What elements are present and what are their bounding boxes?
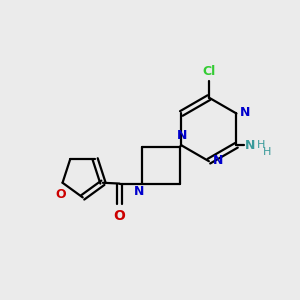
Text: Cl: Cl [202,65,215,78]
Text: N: N [213,154,223,166]
Text: O: O [114,209,125,224]
Text: N: N [245,139,256,152]
Text: H: H [256,140,265,150]
Text: N: N [240,106,250,119]
Text: O: O [56,188,66,201]
Text: H: H [263,147,271,157]
Text: N: N [177,129,188,142]
Text: N: N [134,185,144,198]
